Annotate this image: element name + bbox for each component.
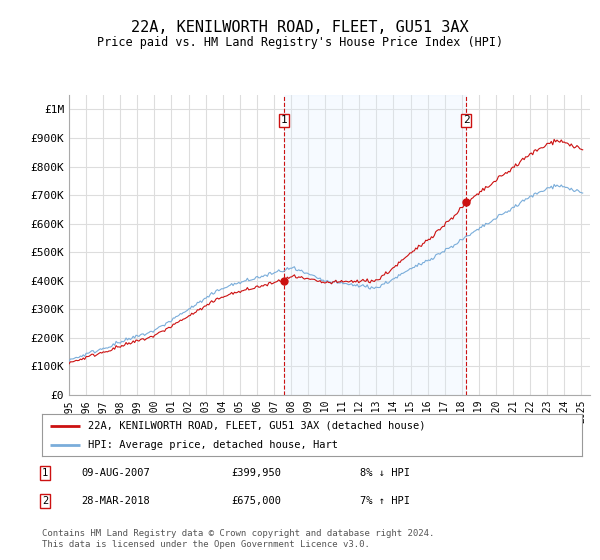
- Text: 09-AUG-2007: 09-AUG-2007: [81, 468, 150, 478]
- Text: Price paid vs. HM Land Registry's House Price Index (HPI): Price paid vs. HM Land Registry's House …: [97, 36, 503, 49]
- Bar: [284, 95, 466, 395]
- Text: £399,950: £399,950: [231, 468, 281, 478]
- Text: 2: 2: [42, 496, 48, 506]
- Text: 7% ↑ HPI: 7% ↑ HPI: [360, 496, 410, 506]
- Text: 22A, KENILWORTH ROAD, FLEET, GU51 3AX: 22A, KENILWORTH ROAD, FLEET, GU51 3AX: [131, 20, 469, 35]
- Text: £675,000: £675,000: [231, 496, 281, 506]
- Text: 2: 2: [463, 115, 469, 125]
- Text: 8% ↓ HPI: 8% ↓ HPI: [360, 468, 410, 478]
- Text: 1: 1: [42, 468, 48, 478]
- Text: 28-MAR-2018: 28-MAR-2018: [81, 496, 150, 506]
- Text: 22A, KENILWORTH ROAD, FLEET, GU51 3AX (detached house): 22A, KENILWORTH ROAD, FLEET, GU51 3AX (d…: [88, 421, 425, 431]
- Text: HPI: Average price, detached house, Hart: HPI: Average price, detached house, Hart: [88, 440, 338, 450]
- Text: Contains HM Land Registry data © Crown copyright and database right 2024.
This d: Contains HM Land Registry data © Crown c…: [42, 529, 434, 549]
- Text: 1: 1: [281, 115, 287, 125]
